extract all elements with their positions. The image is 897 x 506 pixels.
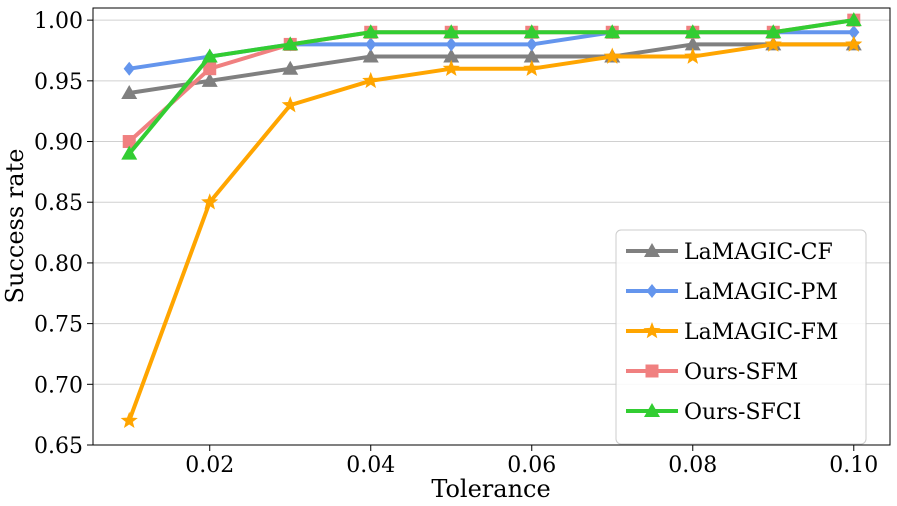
data-point [604,24,621,39]
data-point [122,135,136,149]
legend-label: LaMAGIC-CF [684,240,833,265]
data-point [120,411,138,428]
data-point [282,60,299,75]
y-axis-label: Success rate [1,149,29,304]
legend-marker [646,284,658,298]
data-point [603,47,621,64]
data-point [523,24,540,39]
legend-marker [643,322,661,339]
data-point [362,48,379,63]
series-line [127,42,854,422]
x-tick-label: 0.04 [346,453,395,478]
data-point [362,24,379,39]
x-tick-label: 0.08 [668,453,717,478]
legend-item[interactable]: LaMAGIC-PM [626,280,838,305]
data-point [443,48,460,63]
x-tick-label: 0.02 [185,453,234,478]
y-tick-label: 0.80 [34,252,83,277]
y-tick-label: 0.85 [34,191,83,216]
data-point [362,71,380,89]
legend-marker [645,364,659,378]
data-point [845,12,862,27]
data-point [201,193,219,210]
data-point [442,59,460,76]
legend-box [615,229,867,445]
grid-layer [93,19,890,446]
data-point [203,62,217,76]
series-ours-sfci [121,12,862,160]
data-point [684,47,702,64]
data-point [526,37,538,52]
data-point [684,36,701,51]
legend-marker [644,403,660,417]
legend-label: Ours-SFCI [684,400,801,425]
data-point [765,24,782,39]
data-point [443,24,460,39]
x-axis-label: Tolerance [431,475,550,503]
axis-layer: 0.65 0.70 0.75 0.80 0.85 0.90 0.95 1.00 0.02 0.04… [34,9,878,478]
y-tick-label: 0.90 [34,131,83,156]
legend-label: Ours-SFM [684,360,798,385]
data-point [845,35,863,52]
legend-item[interactable]: Ours-SFM [626,360,798,385]
legend-item[interactable]: LaMAGIC-FM [626,320,838,345]
y-tick-label: 0.65 [34,434,83,459]
y-tick-label: 0.75 [34,313,83,338]
data-point [282,36,299,51]
y-tick-label: 1.00 [34,9,83,34]
data-point [684,24,701,39]
y-tick-label: 0.95 [34,70,83,95]
data-point [365,37,377,52]
legend-item[interactable]: Ours-SFCI [626,400,801,425]
data-point [201,48,218,63]
data-point [848,25,860,40]
legend-label: LaMAGIC-PM [684,280,838,305]
legend-label: LaMAGIC-FM [684,320,838,345]
legend-item[interactable]: LaMAGIC-CF [626,240,833,265]
legend[interactable]: LaMAGIC-CF LaMAGIC-PM LaMAGIC-FM Ours-SFM Ou… [615,229,867,445]
data-point [764,35,782,52]
data-point [523,59,541,76]
data-point [445,37,457,52]
x-tick-label: 0.10 [829,453,878,478]
data-point [523,48,540,63]
data-point [121,145,138,160]
data-point [123,61,135,76]
series-lamagic-fm [120,35,863,428]
y-tick-label: 0.70 [34,373,83,398]
plot-frame [92,7,891,446]
legend-marker [644,243,660,257]
data-point [201,72,218,87]
data-point [121,84,138,99]
series-line [127,18,855,155]
data-point [281,96,299,113]
series-layer [120,12,863,428]
series-line [128,42,854,95]
x-tick-label: 0.06 [507,453,556,478]
